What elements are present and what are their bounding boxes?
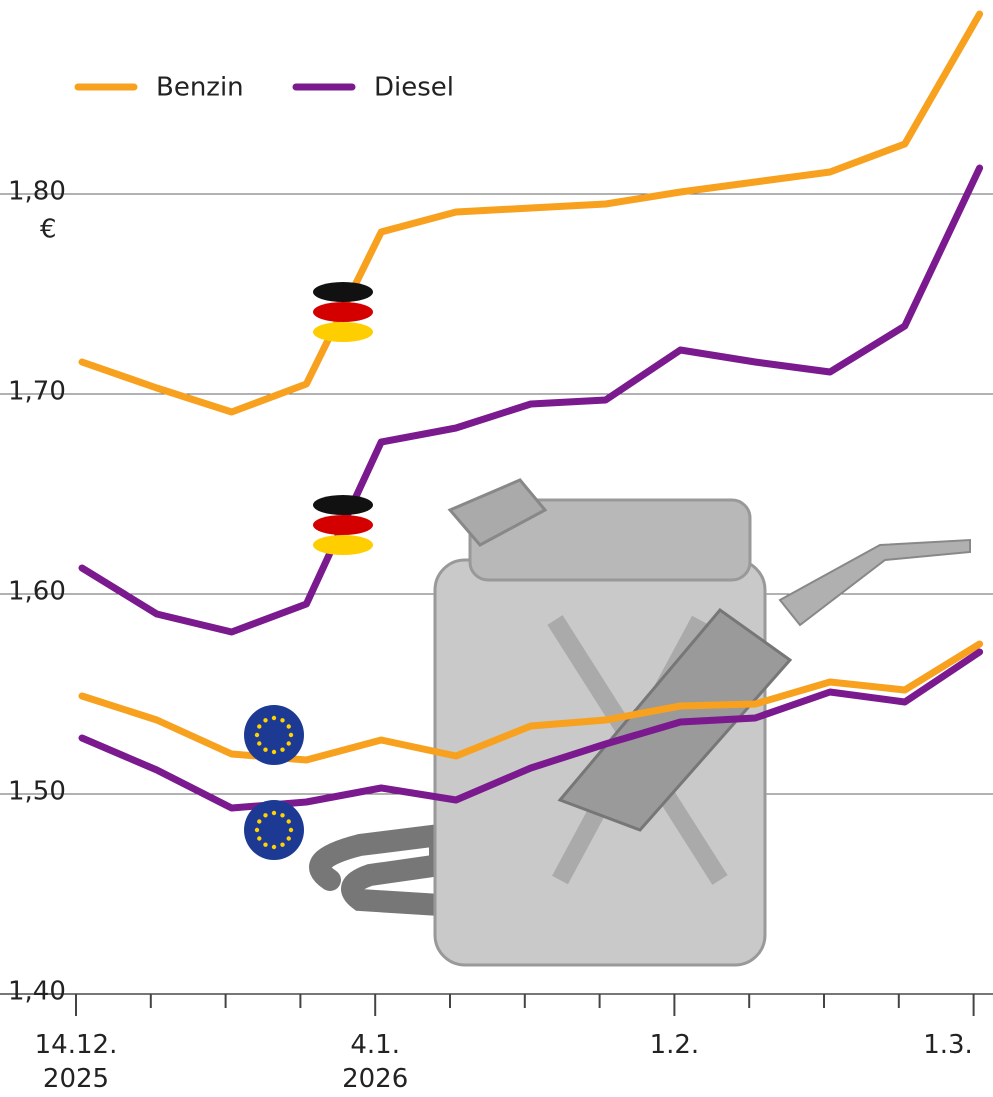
- y-tick-label: 1,70: [8, 377, 66, 407]
- flag-stripe: [313, 535, 373, 555]
- flag-eu: [244, 705, 304, 765]
- y-unit: €: [40, 215, 57, 245]
- flag-eu-star: [272, 750, 276, 754]
- flag-stripe: [313, 282, 373, 302]
- y-tick-label: 1,50: [8, 777, 66, 807]
- page: 1,40 1,50 1,60 1,70 1,80 € Benzin Diesel 14.12…: [0, 0, 993, 1097]
- flag-eu-star: [289, 733, 293, 737]
- legend-label: Diesel: [374, 73, 454, 103]
- x-tick-label: 1.3.: [903, 1028, 993, 1062]
- flag-germany: [313, 282, 373, 342]
- x-tick-label: 4.1. 2026: [330, 1028, 420, 1096]
- flag-eu-star: [280, 813, 284, 817]
- flag-eu-star: [272, 811, 276, 815]
- flag-eu-disc: [244, 800, 304, 860]
- chart: 1,40 1,50 1,60 1,70 1,80 € Benzin Diesel: [0, 0, 993, 1097]
- flag-eu-star: [257, 741, 261, 745]
- y-tick-label: 1,80: [8, 177, 66, 207]
- flag-eu-star: [257, 819, 261, 823]
- flag-eu-star: [263, 843, 267, 847]
- x-tick-label: 14.12. 2025: [31, 1028, 121, 1096]
- flag-eu-star: [257, 836, 261, 840]
- flag-stripe: [313, 322, 373, 342]
- flag-eu-star: [263, 813, 267, 817]
- legend-label: Benzin: [156, 73, 244, 103]
- flag-eu: [244, 800, 304, 860]
- flag-eu-star: [280, 748, 284, 752]
- flag-eu-star: [280, 843, 284, 847]
- flag-eu-star: [272, 716, 276, 720]
- flag-eu-star: [255, 733, 259, 737]
- flag-eu-star: [280, 718, 284, 722]
- flag-eu-star: [263, 718, 267, 722]
- flag-eu-star: [257, 724, 261, 728]
- jerry-can-illustration: [320, 480, 970, 965]
- flag-eu-star: [272, 845, 276, 849]
- flag-stripe: [313, 495, 373, 515]
- flag-eu-star: [287, 819, 291, 823]
- flag-eu-star: [263, 748, 267, 752]
- flag-stripe: [313, 515, 373, 535]
- flag-germany: [313, 495, 373, 555]
- y-tick-label: 1,60: [8, 577, 66, 607]
- y-tick-label: 1,40: [8, 977, 66, 1007]
- flag-eu-disc: [244, 705, 304, 765]
- flag-stripe: [313, 302, 373, 322]
- flag-eu-star: [287, 724, 291, 728]
- flag-eu-star: [289, 828, 293, 832]
- x-tick-label: 1.2.: [629, 1028, 719, 1062]
- flag-eu-star: [287, 836, 291, 840]
- flag-eu-star: [287, 741, 291, 745]
- flag-eu-star: [255, 828, 259, 832]
